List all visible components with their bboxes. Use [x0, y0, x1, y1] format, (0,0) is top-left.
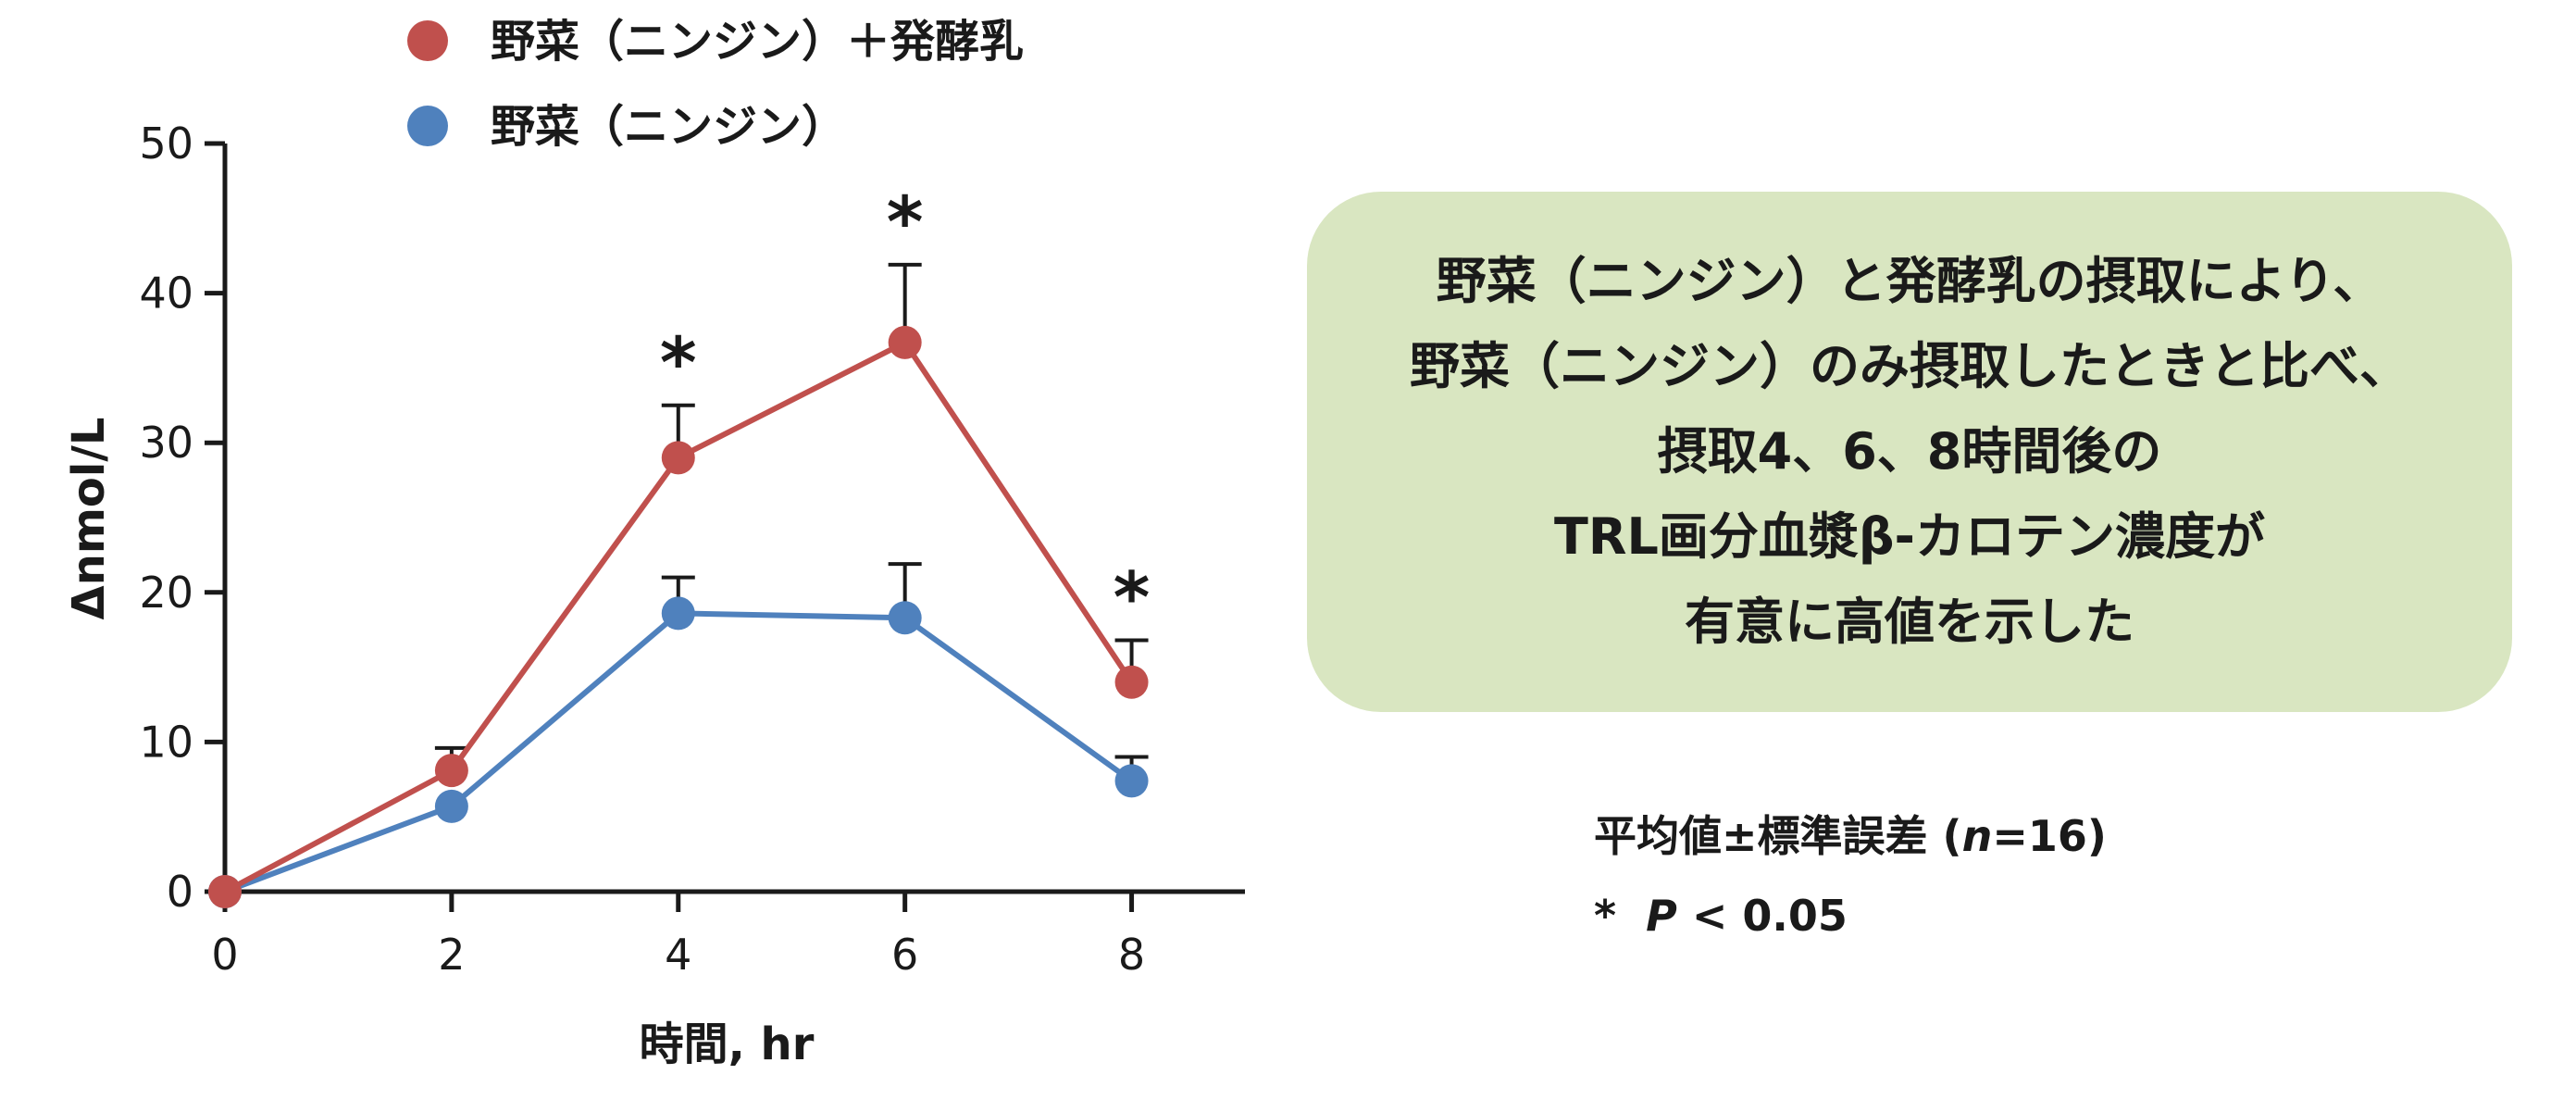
summary-callout: 野菜（ニンジン）と発酵乳の摂取により、 野菜（ニンジン）のみ摂取したときと比べ、… — [1307, 192, 2512, 712]
y-tick-label: 10 — [139, 717, 193, 767]
data-point — [434, 789, 468, 823]
x-tick-label: 6 — [891, 930, 918, 980]
y-tick-label: 0 — [167, 867, 193, 917]
data-point — [888, 325, 922, 359]
callout-line-4: TRL画分血漿β-カロテン濃度が — [1554, 507, 2265, 566]
y-tick-label: 30 — [139, 418, 193, 468]
legend-label: 野菜（ニンジン）＋発酵乳 — [491, 16, 1024, 68]
stat-note-suffix: =16) — [1992, 811, 2107, 861]
data-point — [1114, 764, 1149, 798]
x-tick-label: 2 — [438, 930, 465, 980]
stat-note-n: n — [1961, 811, 1993, 861]
callout-line-3: 摂取4、6、8時間後の — [1657, 422, 2162, 481]
data-point — [1114, 665, 1149, 699]
legend-marker — [407, 106, 448, 146]
stat-note: 平均値±標準誤差 (n=16) — [1594, 796, 2427, 876]
series-points — [208, 325, 1149, 908]
significance-marks: * * * — [660, 181, 1151, 639]
series-layer — [208, 262, 1149, 908]
data-point — [661, 596, 695, 631]
data-point — [661, 441, 695, 475]
p-note-star: * — [1594, 891, 1617, 941]
y-tick-label: 20 — [139, 568, 193, 618]
data-point — [888, 601, 922, 635]
legend-marker — [407, 20, 448, 61]
y-axis: 0 10 20 30 40 50 — [139, 119, 228, 917]
significance-mark: * — [1114, 556, 1151, 639]
stat-note-prefix: 平均値±標準誤差 ( — [1594, 811, 1962, 861]
data-point — [434, 754, 468, 788]
data-point — [208, 875, 242, 908]
p-note-value: < 0.05 — [1676, 891, 1848, 941]
callout-line-1: 野菜（ニンジン）と発酵乳の摂取により、 — [1436, 252, 2383, 310]
p-value-note: * P < 0.05 — [1594, 876, 2427, 956]
x-axis-title: 時間, hr — [640, 1018, 815, 1070]
series-line — [223, 610, 1134, 894]
x-axis: 0 2 4 6 8 — [211, 889, 1245, 980]
x-tick-label: 8 — [1118, 930, 1145, 980]
significance-mark: * — [660, 321, 697, 404]
statistics-notes: 平均値±標準誤差 (n=16) * P < 0.05 — [1594, 796, 2427, 956]
y-axis-title: Δnmol/L — [63, 418, 115, 620]
significance-mark: * — [887, 181, 924, 263]
callout-line-5: 有意に高値を示した — [1685, 593, 2134, 651]
error-bars — [434, 262, 1149, 781]
callout-line-2: 野菜（ニンジン）のみ摂取したときと比べ、 — [1410, 337, 2409, 395]
y-tick-label: 50 — [139, 119, 193, 169]
p-note-symbol: P — [1646, 891, 1677, 941]
x-tick-label: 0 — [211, 930, 238, 980]
y-tick-label: 40 — [139, 269, 193, 319]
legend-label: 野菜（ニンジン） — [491, 101, 846, 153]
x-tick-label: 4 — [665, 930, 691, 980]
